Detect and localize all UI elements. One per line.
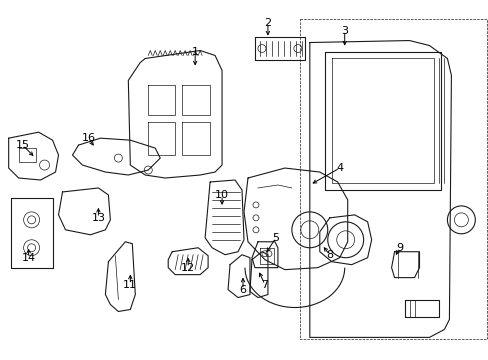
Text: 12: 12 xyxy=(181,263,195,273)
Text: 13: 13 xyxy=(91,213,105,223)
Text: 15: 15 xyxy=(16,140,30,150)
Text: 7: 7 xyxy=(261,280,268,289)
Text: 10: 10 xyxy=(215,190,228,200)
Text: 6: 6 xyxy=(239,284,246,294)
Text: 5: 5 xyxy=(272,233,279,243)
Text: 14: 14 xyxy=(21,253,36,263)
Text: 8: 8 xyxy=(325,250,333,260)
Text: 16: 16 xyxy=(81,133,95,143)
Text: 9: 9 xyxy=(395,243,402,253)
Text: 11: 11 xyxy=(123,280,137,289)
Text: 1: 1 xyxy=(191,48,198,58)
Text: 3: 3 xyxy=(341,26,347,36)
Text: 2: 2 xyxy=(264,18,271,28)
Text: 4: 4 xyxy=(335,163,343,173)
